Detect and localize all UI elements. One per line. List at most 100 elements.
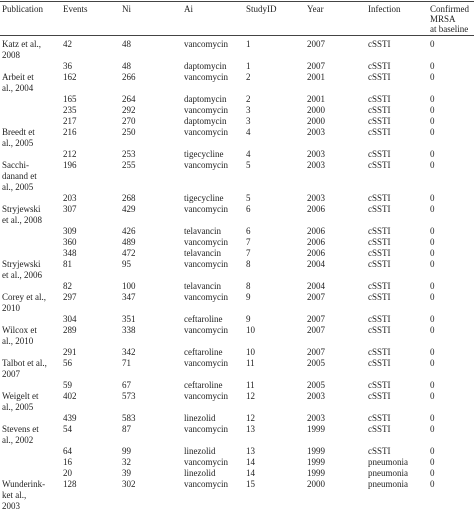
cell-study: 5: [246, 160, 251, 170]
cell-infection: cSSTI: [368, 314, 391, 324]
cell-events: 439: [63, 413, 77, 423]
cell-year: 2006: [307, 237, 325, 247]
cell-study: 5: [246, 193, 251, 203]
cell-year: 1999: [307, 446, 325, 456]
cell-ai: linezolid: [184, 468, 216, 478]
cell-infection: cSSTI: [368, 61, 391, 71]
cell-pub: Stevens et: [2, 424, 39, 434]
cell-mrsa: 0: [430, 116, 435, 126]
cell-mrsa: 0: [430, 413, 435, 423]
cell-ni: 429: [122, 204, 136, 214]
cell-events: 128: [63, 479, 77, 489]
cell-ni: 87: [122, 424, 131, 434]
cell-infection: pneumonia: [368, 479, 408, 489]
cell-ai: daptomycin: [184, 116, 227, 126]
cell-infection: cSSTI: [368, 248, 391, 258]
cell-ni: 100: [122, 281, 136, 291]
cell-year: 2007: [307, 39, 325, 49]
cell-study: 9: [246, 292, 251, 302]
cell-pub: 2010: [2, 303, 20, 313]
cell-year: 2003: [307, 149, 325, 159]
cell-mrsa: 0: [430, 248, 435, 258]
cell-pub: al., 2005: [2, 182, 34, 192]
cell-events: 54: [63, 424, 72, 434]
cell-pub: Wilcox et: [2, 325, 37, 335]
cell-study: 3: [246, 105, 251, 115]
cell-pub: Stryjewski: [2, 259, 41, 269]
cell-year: 2003: [307, 391, 325, 401]
cell-ai: vancomycin: [184, 424, 228, 434]
cell-ai: vancomycin: [184, 160, 228, 170]
cell-events: 42: [63, 39, 72, 49]
cell-year: 2006: [307, 248, 325, 258]
cell-events: 304: [63, 314, 77, 324]
cell-mrsa: 0: [430, 292, 435, 302]
cell-events: 307: [63, 204, 77, 214]
cell-ai: ceftaroline: [184, 380, 223, 390]
cell-year: 2003: [307, 193, 325, 203]
cell-year: 2003: [307, 160, 325, 170]
cell-mrsa: 0: [430, 479, 435, 489]
cell-mrsa: 0: [430, 105, 435, 115]
cell-events: 64: [63, 446, 72, 456]
cell-study: 12: [246, 391, 255, 401]
cell-events: 59: [63, 380, 72, 390]
cell-year: 2007: [307, 61, 325, 71]
cell-pub: danand et: [2, 171, 37, 181]
cell-ni: 292: [122, 105, 136, 115]
cell-events: 165: [63, 94, 77, 104]
cell-pub: Talbot et al.,: [2, 358, 47, 368]
cell-events: 56: [63, 358, 72, 368]
cell-ni: 302: [122, 479, 136, 489]
cell-events: 162: [63, 72, 77, 82]
cell-ai: vancomycin: [184, 292, 228, 302]
cell-year: 2006: [307, 204, 325, 214]
cell-year: 2001: [307, 72, 325, 82]
cell-study: 3: [246, 116, 251, 126]
cell-pub: Breedt et: [2, 127, 35, 137]
cell-events: 360: [63, 237, 77, 247]
cell-ni: 573: [122, 391, 136, 401]
cell-mrsa: 0: [430, 259, 435, 269]
cell-study: 7: [246, 248, 251, 258]
cell-infection: cSSTI: [368, 281, 391, 291]
cell-events: 297: [63, 292, 77, 302]
header-mrsa-line-1: Confirmed: [430, 4, 469, 14]
cell-ai: linezolid: [184, 446, 216, 456]
cell-year: 1999: [307, 424, 325, 434]
cell-mrsa: 0: [430, 149, 435, 159]
cell-year: 1999: [307, 457, 325, 467]
cell-ni: 342: [122, 347, 136, 357]
cell-ni: 351: [122, 314, 136, 324]
cell-ni: 264: [122, 94, 136, 104]
cell-year: 2006: [307, 226, 325, 236]
cell-ni: 253: [122, 149, 136, 159]
cell-pub: al., 2005: [2, 402, 34, 412]
cell-study: 8: [246, 259, 251, 269]
cell-mrsa: 0: [430, 61, 435, 71]
cell-year: 2003: [307, 127, 325, 137]
cell-pub: Wunderink-: [2, 479, 46, 489]
cell-ai: linezolid: [184, 413, 216, 423]
cell-study: 2: [246, 72, 251, 82]
cell-year: 1999: [307, 468, 325, 478]
cell-pub: 2007: [2, 369, 20, 379]
cell-study: 10: [246, 347, 255, 357]
cell-mrsa: 0: [430, 325, 435, 335]
cell-year: 2005: [307, 380, 325, 390]
cell-mrsa: 0: [430, 468, 435, 478]
cell-study: 8: [246, 281, 251, 291]
cell-infection: cSSTI: [368, 160, 391, 170]
cell-ni: 266: [122, 72, 136, 82]
cell-study: 6: [246, 226, 251, 236]
cell-infection: cSSTI: [368, 94, 391, 104]
cell-ni: 347: [122, 292, 136, 302]
cell-pub: al., 2010: [2, 336, 34, 346]
cell-study: 10: [246, 325, 255, 335]
cell-ai: vancomycin: [184, 72, 228, 82]
cell-pub: Sacchi-: [2, 160, 29, 170]
cell-pub: al., 2004: [2, 83, 34, 93]
header-events: Events: [63, 4, 88, 14]
cell-events: 291: [63, 347, 77, 357]
cell-events: 36: [63, 61, 72, 71]
